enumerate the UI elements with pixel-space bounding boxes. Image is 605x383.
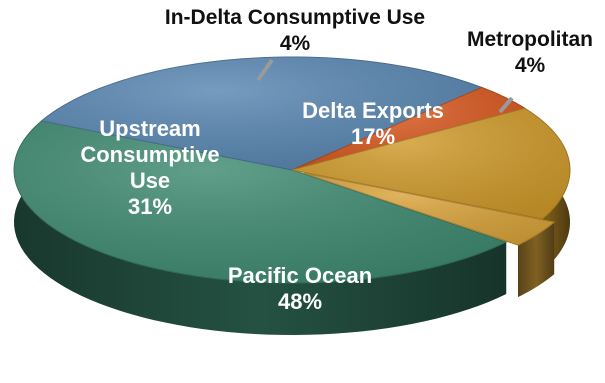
- slice-side-shade: [14, 120, 507, 335]
- slice-shine: [14, 120, 507, 283]
- label-metropolitan: Metropolitan 4%: [467, 28, 593, 77]
- label-metropolitan-pct: 4%: [515, 54, 546, 77]
- label-in-delta-consumptive-use: In-Delta Consumptive Use 4%: [165, 6, 425, 55]
- label-in-delta-pct: 4%: [280, 32, 311, 55]
- leader-line-in-delta: [256, 58, 274, 82]
- slice-shine: [303, 173, 555, 246]
- label-upstream-line2: Consumptive: [80, 142, 219, 167]
- label-upstream-consumptive-use: Upstream Consumptive Use 31%: [80, 116, 219, 219]
- label-metropolitan-name: Metropolitan: [467, 28, 593, 51]
- slice-shine: [41, 57, 482, 170]
- label-upstream-line3: Use: [130, 168, 170, 193]
- slice-shine: [292, 108, 570, 220]
- label-upstream-line1: Upstream: [99, 116, 200, 141]
- label-pacific-ocean: Pacific Ocean 48%: [228, 263, 372, 314]
- label-pacific-name: Pacific Ocean: [228, 263, 372, 288]
- slice-shine: [292, 87, 525, 170]
- leader-line-metropolitan: [498, 96, 514, 114]
- label-upstream-pct: 31%: [128, 194, 172, 219]
- label-delta-exports-name: Delta Exports: [302, 98, 444, 123]
- label-delta-exports-pct: 17%: [351, 124, 395, 149]
- pie-tops: [13, 56, 571, 284]
- label-pacific-pct: 48%: [278, 289, 322, 314]
- label-delta-exports: Delta Exports 17%: [302, 98, 444, 149]
- label-in-delta-name: In-Delta Consumptive Use: [165, 6, 425, 29]
